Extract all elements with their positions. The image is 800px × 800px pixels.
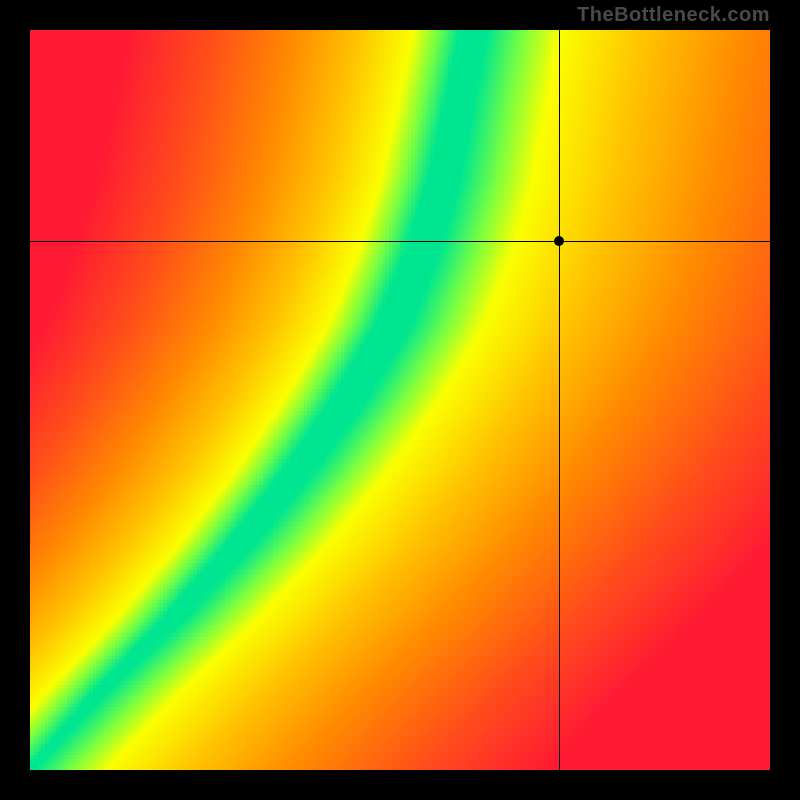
heatmap-canvas — [30, 30, 770, 770]
selection-marker[interactable] — [554, 236, 564, 246]
watermark-text: TheBottleneck.com — [577, 4, 770, 27]
crosshair-vertical — [559, 30, 560, 770]
heatmap-plot — [30, 30, 770, 770]
crosshair-horizontal — [30, 241, 770, 242]
